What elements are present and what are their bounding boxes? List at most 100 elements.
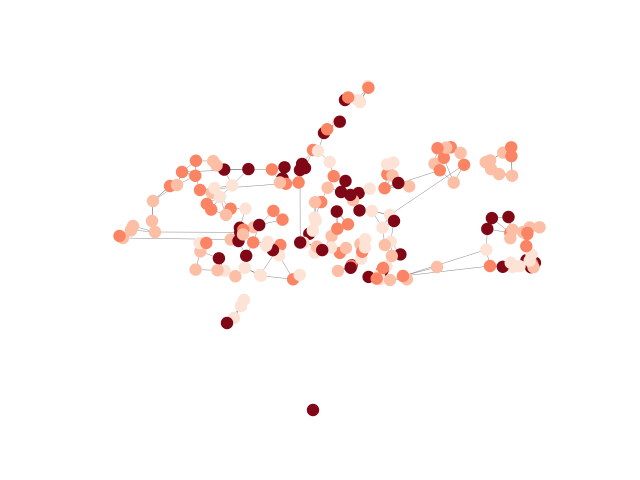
graph-node [383, 273, 397, 287]
graph-edge [402, 249, 487, 277]
graph-node [376, 261, 390, 275]
graph-node [344, 188, 357, 202]
graph-node [200, 236, 213, 250]
graph-node [276, 213, 289, 226]
graph-node [333, 115, 346, 128]
graph-node [403, 180, 416, 193]
graph-node [520, 239, 533, 253]
graph-node [247, 236, 260, 249]
graph-node [353, 204, 366, 217]
graph-node [234, 299, 248, 313]
graph-node [294, 236, 307, 249]
graph-node [378, 182, 391, 195]
graph-node [308, 196, 322, 209]
graph-node [506, 223, 519, 236]
graph-node [226, 179, 239, 192]
graph-node [378, 238, 391, 252]
graph-node [238, 261, 251, 275]
graph-edge [402, 265, 491, 277]
graph-node [457, 158, 471, 171]
graph-node [239, 202, 252, 215]
graph-node [306, 224, 319, 237]
graph-node [327, 170, 340, 183]
graph-node [533, 221, 546, 234]
graph-node [396, 269, 410, 283]
graph-node [293, 268, 306, 282]
graph-node [175, 165, 189, 179]
graph-node [306, 403, 320, 417]
graph-node [189, 169, 202, 182]
graph-node [392, 176, 405, 190]
graph-node [483, 259, 497, 273]
graph-node [331, 264, 345, 278]
graph-node [211, 264, 224, 277]
graph-node [267, 204, 280, 218]
graph-node [213, 190, 227, 204]
graph-node [242, 162, 255, 176]
graph-node [331, 222, 344, 235]
graph-node [505, 169, 519, 182]
graph-node [323, 155, 336, 169]
graph-node [236, 228, 250, 241]
graph-node [212, 252, 226, 265]
graph-node [189, 154, 203, 167]
graph-node [189, 263, 202, 276]
graph-node [431, 142, 444, 155]
graph-node [205, 203, 218, 216]
graph-node [437, 151, 450, 165]
graph-node [505, 141, 518, 154]
graph-node [311, 144, 325, 158]
graph-node [146, 194, 160, 208]
graph-node [170, 178, 184, 192]
graph-node [193, 183, 207, 197]
graph-node [265, 163, 279, 176]
graph-node [370, 272, 383, 285]
graph-node [330, 205, 343, 218]
graph-edge [122, 237, 231, 240]
graph-edge [389, 164, 465, 216]
graph-node [505, 149, 518, 163]
graph-node [145, 214, 159, 228]
graph-node [513, 260, 526, 273]
graph-node [260, 239, 273, 252]
graph-node [341, 218, 355, 231]
graph-node [219, 208, 233, 222]
graph-node [521, 226, 534, 239]
graph-node [339, 174, 352, 188]
graph-node [254, 269, 268, 282]
graph-nodes [113, 79, 546, 417]
graph-node [362, 81, 375, 95]
graph-node [385, 249, 398, 263]
graph-node [308, 211, 321, 224]
graph-node [113, 229, 126, 243]
graph-node [481, 222, 494, 236]
graph-node [253, 218, 266, 232]
graph-node [387, 214, 401, 228]
graph-edges [119, 85, 540, 324]
graph-node [430, 260, 444, 274]
graph-node [320, 123, 334, 136]
graph-node [502, 210, 515, 224]
graph-node [376, 221, 389, 234]
graph-node [365, 204, 379, 218]
graph-node [210, 159, 223, 172]
graph-node [273, 176, 287, 189]
graph-node [433, 164, 446, 177]
graph-node [240, 249, 253, 262]
graph-node [148, 225, 162, 239]
graph-node [447, 176, 460, 189]
graph-node [220, 316, 234, 330]
graph-node [292, 176, 305, 189]
graph-node [485, 211, 499, 225]
graph-node [124, 224, 138, 237]
graph-node [342, 91, 355, 104]
graph-node [344, 261, 357, 274]
graph-node [295, 157, 309, 171]
graph-node [278, 161, 291, 174]
graph-node [479, 156, 492, 169]
graph-node [334, 185, 348, 199]
graph-node [480, 243, 493, 256]
graph-node [316, 243, 329, 257]
graph-node [380, 158, 394, 171]
